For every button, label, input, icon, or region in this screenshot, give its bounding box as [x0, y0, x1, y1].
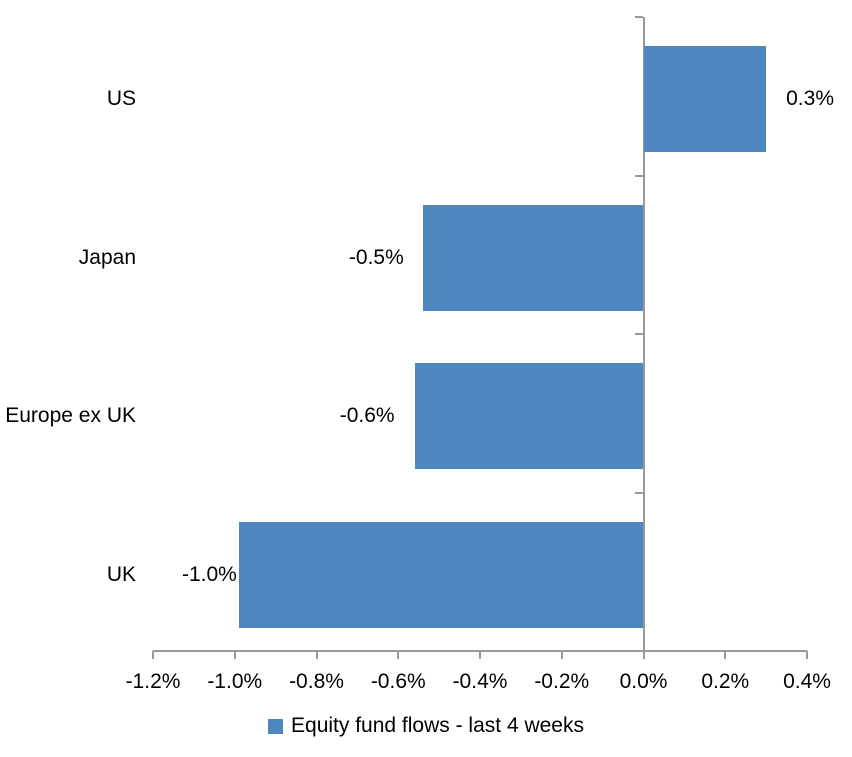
y-tick [634, 333, 643, 335]
x-tick-label: -0.2% [534, 670, 590, 693]
category-label: Europe ex UK [5, 404, 136, 428]
data-label: -1.0% [181, 562, 237, 586]
bar-europe-ex-uk [414, 363, 644, 470]
x-tick-label: -1.0% [207, 670, 263, 693]
x-tick [479, 651, 481, 659]
legend-color-swatch [268, 718, 284, 734]
y-tick [634, 650, 643, 652]
data-label: -0.5% [348, 245, 404, 269]
y-axis-line [642, 17, 645, 659]
x-tick [724, 651, 727, 659]
y-tick [634, 16, 643, 18]
bar-uk [238, 521, 644, 628]
x-tick-label: -1.2% [125, 670, 181, 693]
x-tick-label: 0.2% [701, 670, 750, 693]
data-label: -0.6% [339, 404, 395, 428]
data-label: 0.3% [786, 87, 834, 111]
legend: Equity fund flows - last 4 weeks [0, 712, 852, 740]
y-tick [634, 174, 643, 177]
x-tick-label: 0.4% [783, 670, 831, 693]
category-label: UK [106, 562, 136, 586]
legend-label: Equity fund flows - last 4 weeks [291, 714, 584, 737]
x-tick-label: 0.0% [619, 670, 668, 693]
x-tick [397, 651, 400, 659]
x-tick [233, 651, 236, 659]
bar-us [643, 46, 767, 153]
x-tick-label: -0.8% [289, 670, 344, 693]
x-tick-label: -0.6% [370, 670, 426, 693]
bar-japan [422, 204, 644, 311]
x-tick [806, 651, 808, 659]
x-tick [152, 651, 154, 659]
category-label: US [106, 87, 136, 111]
x-tick-label: -0.4% [452, 670, 508, 693]
x-tick [560, 651, 563, 659]
y-tick [634, 491, 643, 494]
x-tick [315, 651, 318, 659]
category-label: Japan [78, 245, 136, 269]
